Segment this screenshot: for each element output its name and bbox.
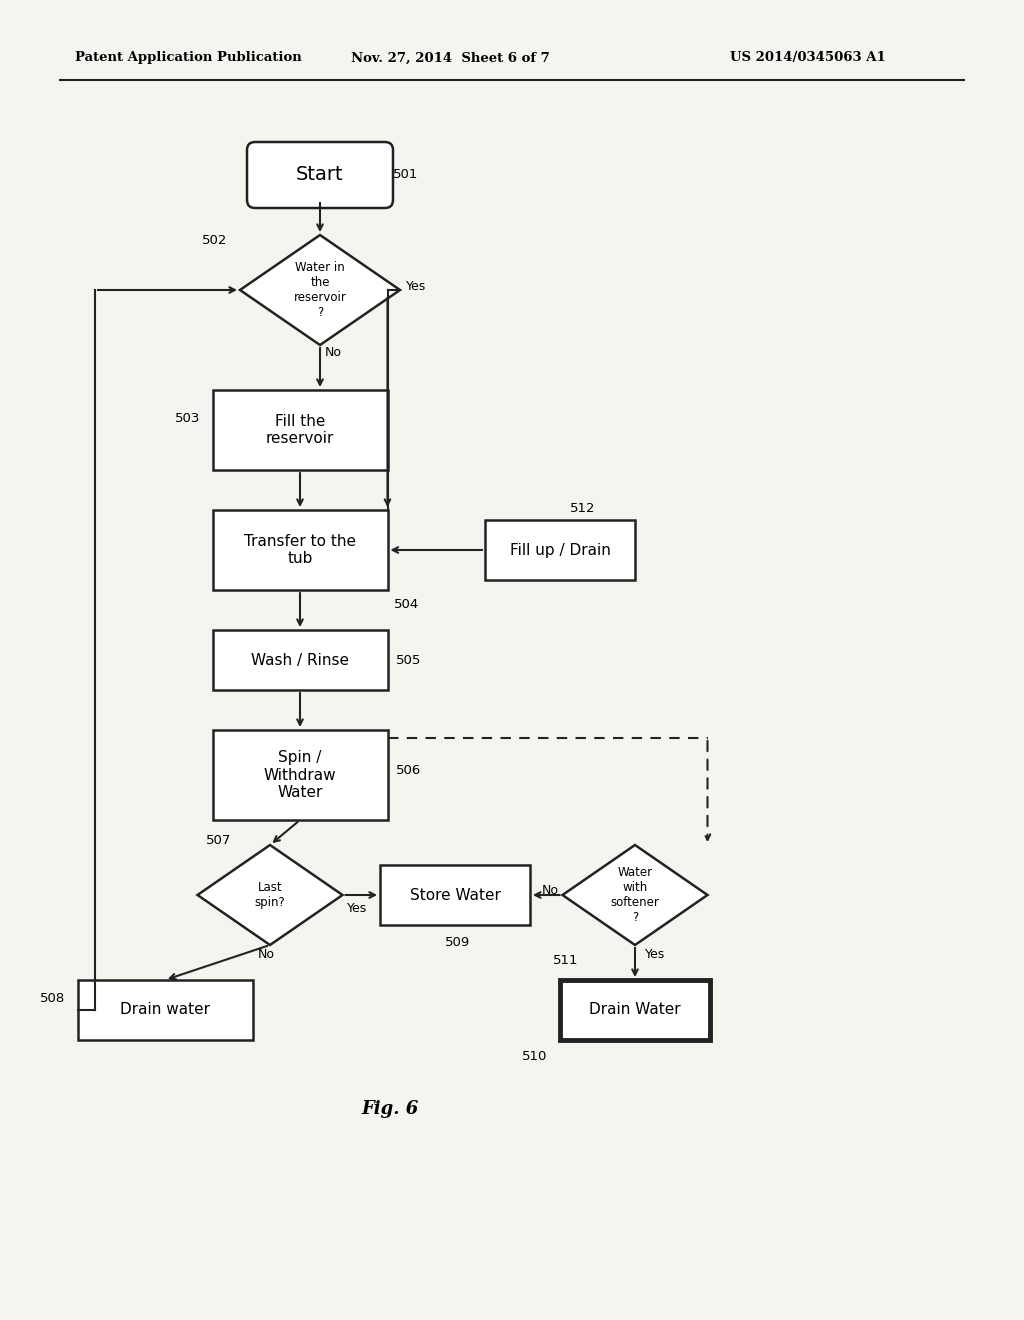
Text: 504: 504 [393,598,419,610]
Text: Spin /
Withdraw
Water: Spin / Withdraw Water [264,750,336,800]
Text: Wash / Rinse: Wash / Rinse [251,652,349,668]
Text: 508: 508 [40,991,65,1005]
Text: Start: Start [296,165,344,185]
Text: 510: 510 [522,1049,548,1063]
Text: Yes: Yes [645,949,666,961]
Text: Yes: Yes [406,280,426,293]
Text: Drain Water: Drain Water [589,1002,681,1018]
Text: Yes: Yes [346,903,367,916]
Bar [485,520,635,579]
Text: 502: 502 [202,234,227,247]
Text: Water in
the
reservoir
?: Water in the reservoir ? [294,261,346,319]
Bar [213,730,387,820]
Bar [213,389,387,470]
Polygon shape [562,845,708,945]
Text: 507: 507 [206,833,230,846]
Polygon shape [198,845,342,945]
Text: No: No [542,883,558,896]
Text: Patent Application Publication: Patent Application Publication [75,51,302,65]
Text: Fig. 6: Fig. 6 [361,1100,419,1118]
Text: Fill up / Drain: Fill up / Drain [510,543,610,557]
Text: 512: 512 [570,502,596,515]
Text: Last
spin?: Last spin? [255,880,286,909]
FancyBboxPatch shape [247,143,393,209]
Text: 501: 501 [393,169,419,181]
Text: 509: 509 [445,936,470,949]
Text: US 2014/0345063 A1: US 2014/0345063 A1 [730,51,886,65]
Text: Water
with
softener
?: Water with softener ? [610,866,659,924]
Bar [213,630,387,690]
Polygon shape [240,235,400,345]
Bar [78,979,253,1040]
Text: Nov. 27, 2014  Sheet 6 of 7: Nov. 27, 2014 Sheet 6 of 7 [350,51,549,65]
Text: Transfer to the
tub: Transfer to the tub [244,533,356,566]
Bar [380,865,530,925]
Text: Drain water: Drain water [120,1002,210,1018]
Text: 503: 503 [174,412,200,425]
Text: 511: 511 [553,954,578,968]
Text: 505: 505 [395,653,421,667]
Bar [213,510,387,590]
Text: No: No [325,346,342,359]
Text: No: No [258,949,275,961]
Bar [560,979,710,1040]
Text: 506: 506 [395,763,421,776]
Text: Fill the
reservoir: Fill the reservoir [266,413,334,446]
Text: Store Water: Store Water [410,887,501,903]
